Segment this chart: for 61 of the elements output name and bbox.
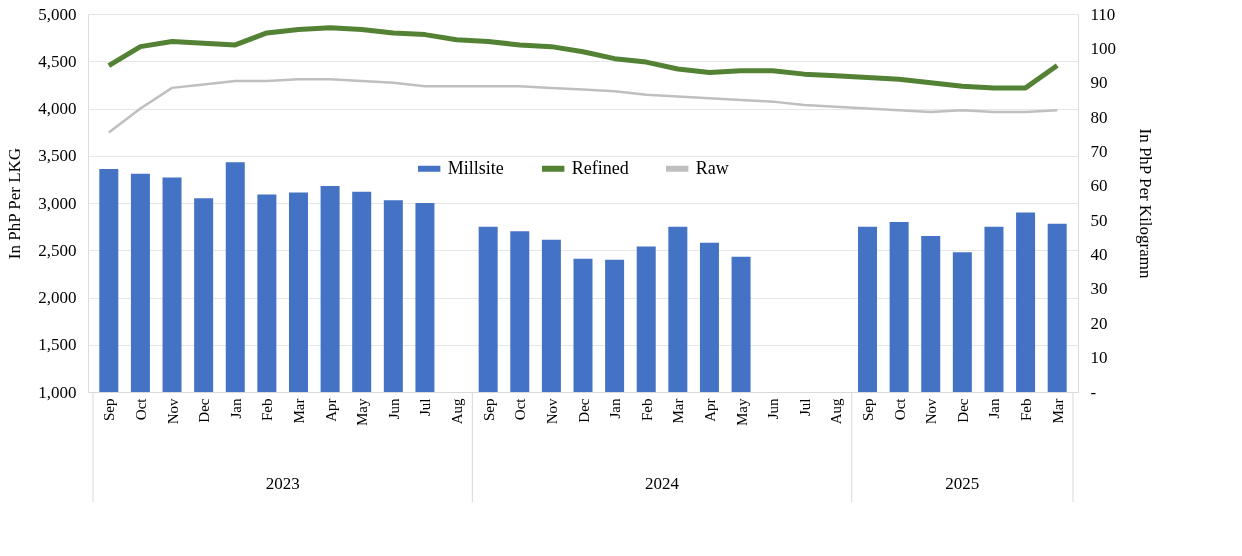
y2-tick-label: 30 bbox=[1090, 279, 1108, 299]
x-tick-label: Nov bbox=[164, 398, 181, 425]
x-tick-label: Jan bbox=[607, 398, 624, 419]
text: 2025 bbox=[945, 474, 980, 493]
line-series bbox=[107, 78, 1059, 134]
x-tick-label: Mar bbox=[670, 398, 687, 424]
x-tick-label: Oct bbox=[512, 397, 529, 421]
x-tick-label: Jan bbox=[986, 398, 1003, 419]
x-tick-label: May bbox=[354, 398, 371, 426]
x-tick-label: Oct bbox=[891, 397, 908, 421]
x-tick-label: Dec bbox=[954, 398, 971, 423]
y-tick-label: 2,000 bbox=[38, 288, 77, 307]
y-tick-label: 1,500 bbox=[38, 335, 77, 355]
y2-tick-label: 90 bbox=[1090, 73, 1108, 93]
x-tick-label: Nov bbox=[923, 398, 940, 425]
legend-label: Refined bbox=[571, 157, 629, 178]
x-tick-label: Feb bbox=[638, 398, 655, 421]
x-tick-label: Jun bbox=[385, 398, 402, 420]
y2-axis-title: In PhP Per Kilogramn bbox=[1136, 128, 1155, 279]
y2-tick-label: 70 bbox=[1090, 141, 1108, 161]
y2-tick-label: 20 bbox=[1090, 313, 1108, 333]
x-tick-label: Nov bbox=[543, 398, 560, 425]
x-tick-label: Apr bbox=[701, 398, 718, 422]
x-tick-label: Jul bbox=[417, 398, 434, 417]
y2-tick-label: - bbox=[1090, 382, 1097, 402]
x-tick-label: Apr bbox=[322, 398, 339, 422]
x-tick-label: Feb bbox=[259, 398, 276, 421]
y-tick-label: 3,000 bbox=[38, 193, 77, 213]
x-tick-label: Mar bbox=[1049, 398, 1066, 424]
x-tick-label: Dec bbox=[575, 398, 592, 423]
x-tick-label: Jul bbox=[796, 398, 813, 417]
x-tick-label: Mar bbox=[290, 398, 307, 424]
y-tick-label: 4,500 bbox=[38, 51, 77, 71]
x-tick-label: May bbox=[733, 398, 750, 426]
y-tick-label: 4,000 bbox=[38, 99, 77, 118]
y2-tick-label: 10 bbox=[1090, 348, 1108, 368]
x-tick-label: Jan bbox=[227, 398, 244, 419]
x-tick-label: Jun bbox=[765, 398, 782, 420]
legend-label: Millsite bbox=[447, 157, 504, 178]
y-tick-label: 5,000 bbox=[38, 4, 77, 24]
y2-tick-label: 110 bbox=[1090, 4, 1116, 24]
x-tick-label: Sep bbox=[860, 398, 877, 421]
y2-tick-label: 60 bbox=[1090, 176, 1108, 196]
x-tick-label: Sep bbox=[480, 398, 497, 421]
y2-tick-label: 80 bbox=[1090, 107, 1108, 127]
y2-tick-label: 40 bbox=[1090, 245, 1108, 265]
legend-label: Raw bbox=[695, 157, 729, 178]
y-tick-label: 2,500 bbox=[38, 240, 77, 260]
x-tick-label: Oct bbox=[132, 397, 149, 421]
y-tick-label: 1,000 bbox=[38, 382, 77, 402]
y-axis-title: In PhP Per LKG bbox=[5, 147, 25, 260]
text: 2024 bbox=[645, 474, 680, 493]
x-tick-label: Dec bbox=[196, 398, 213, 423]
x-tick-label: Sep bbox=[101, 398, 118, 421]
x-tick-label: Aug bbox=[449, 398, 466, 425]
x-tick-label: Aug bbox=[828, 398, 845, 425]
y2-tick-label: 100 bbox=[1090, 38, 1116, 58]
text: 2023 bbox=[265, 474, 300, 493]
y-tick-label: 3,500 bbox=[38, 146, 77, 166]
y2-tick-label: 50 bbox=[1090, 210, 1108, 230]
x-tick-label: Feb bbox=[1018, 398, 1035, 421]
